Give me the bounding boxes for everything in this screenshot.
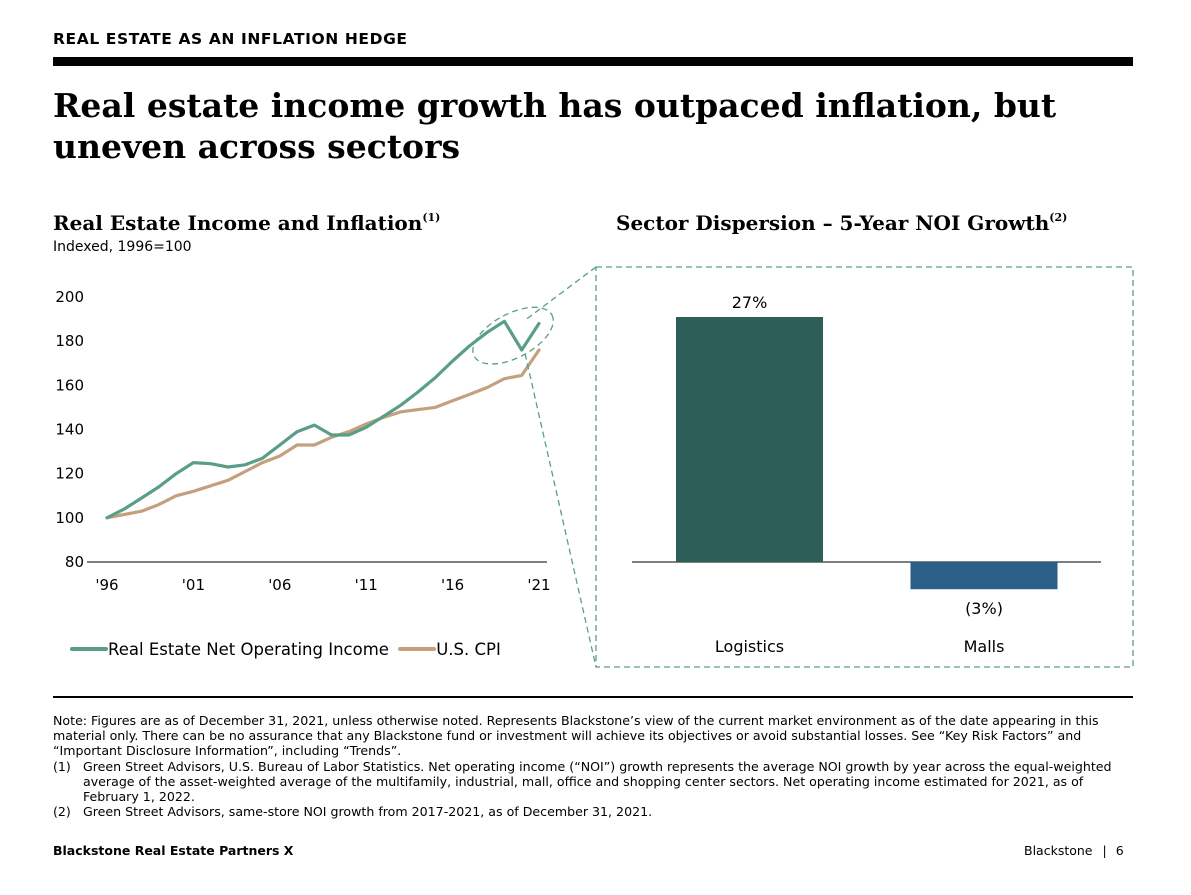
y-tick-label: 120 (55, 465, 84, 483)
highlight-ellipse (472, 306, 554, 365)
y-tick-label: 160 (55, 376, 84, 394)
header-rule (53, 57, 1133, 66)
footnote-text: Green Street Advisors, same-store NOI gr… (83, 804, 653, 820)
bar-chart: 27% Logistics (3%) Malls (632, 293, 1101, 656)
bar-logistics (676, 317, 823, 562)
bar-category-label: Malls (964, 637, 1005, 656)
footnote-number: (1) (53, 758, 71, 774)
section-kicker: REAL ESTATE AS AN INFLATION HEDGE (53, 30, 408, 48)
line-chart-footnote-ref: (1) (422, 211, 441, 224)
footnote-text: Green Street Advisors, U.S. Bureau of La… (83, 758, 1112, 805)
line-chart-title: Real Estate Income and Inflation(1) (53, 211, 440, 235)
footer-separator: | (1102, 843, 1107, 858)
line-chart-legend: Real Estate Net Operating Income U.S. CP… (70, 636, 505, 659)
x-tick-label: '21 (527, 576, 550, 594)
x-tick-label: '11 (355, 576, 378, 594)
footnote-number: (2) (53, 804, 71, 820)
page-title: Real estate income growth has outpaced i… (53, 86, 1057, 166)
zoom-callout (472, 266, 1134, 668)
x-tick-label: '16 (441, 576, 464, 594)
series-line-noi (105, 319, 541, 520)
footnote-text: Note: Figures are as of December 31, 202… (53, 713, 1099, 759)
page-number: 6 (1115, 843, 1124, 858)
legend-item-cpi: U.S. CPI (398, 640, 501, 659)
bar-malls (910, 562, 1058, 590)
line-chart: 80 100 120 140 160 180 200 '96 '01 '06 '11 '16 '21 (55, 288, 550, 594)
y-tick-label: 80 (65, 553, 84, 571)
footer-brand-name: Blackstone (1024, 843, 1093, 858)
bar-chart-title-text: Sector Dispersion – 5-Year NOI Growth (616, 211, 1050, 235)
legend-label-cpi: U.S. CPI (436, 639, 501, 659)
bar-chart-title: Sector Dispersion – 5-Year NOI Growth(2) (616, 211, 1067, 235)
legend-label-noi: Real Estate Net Operating Income (108, 639, 389, 659)
y-tick-label: 180 (55, 332, 84, 350)
x-tick-label: '96 (95, 576, 118, 594)
footnote-1: (1) Green Street Advisors, U.S. Bureau o… (53, 759, 1133, 805)
bar-value-label: (3%) (965, 599, 1003, 618)
y-tick-label: 140 (55, 421, 84, 439)
connector-line-top (526, 266, 597, 320)
y-tick-label: 100 (55, 509, 84, 527)
legend-swatch-cpi (398, 647, 437, 651)
line-chart-title-text: Real Estate Income and Inflation (53, 211, 423, 235)
connector-line-bottom (524, 353, 597, 668)
y-tick-label: 200 (55, 288, 84, 306)
footnote-general: Note: Figures are as of December 31, 202… (53, 713, 1133, 759)
footnote-2: (2) Green Street Advisors, same-store NO… (53, 804, 1133, 819)
footnotes: Note: Figures are as of December 31, 202… (53, 713, 1133, 819)
bar-category-label: Logistics (715, 637, 784, 656)
bar-value-label: 27% (732, 293, 768, 312)
line-chart-subtitle: Indexed, 1996=100 (53, 239, 192, 255)
x-tick-label: '01 (182, 576, 205, 594)
legend-swatch-noi (70, 647, 108, 651)
footnote-rule (53, 696, 1133, 698)
footer-document-name: Blackstone Real Estate Partners X (53, 843, 294, 858)
series-line-cpi (105, 348, 541, 520)
footer-brand: Blackstone | 6 (1024, 843, 1124, 858)
legend-item-noi: Real Estate Net Operating Income (70, 640, 389, 659)
x-tick-label: '06 (268, 576, 291, 594)
zoom-box (595, 266, 1134, 668)
bar-chart-footnote-ref: (2) (1049, 211, 1068, 224)
